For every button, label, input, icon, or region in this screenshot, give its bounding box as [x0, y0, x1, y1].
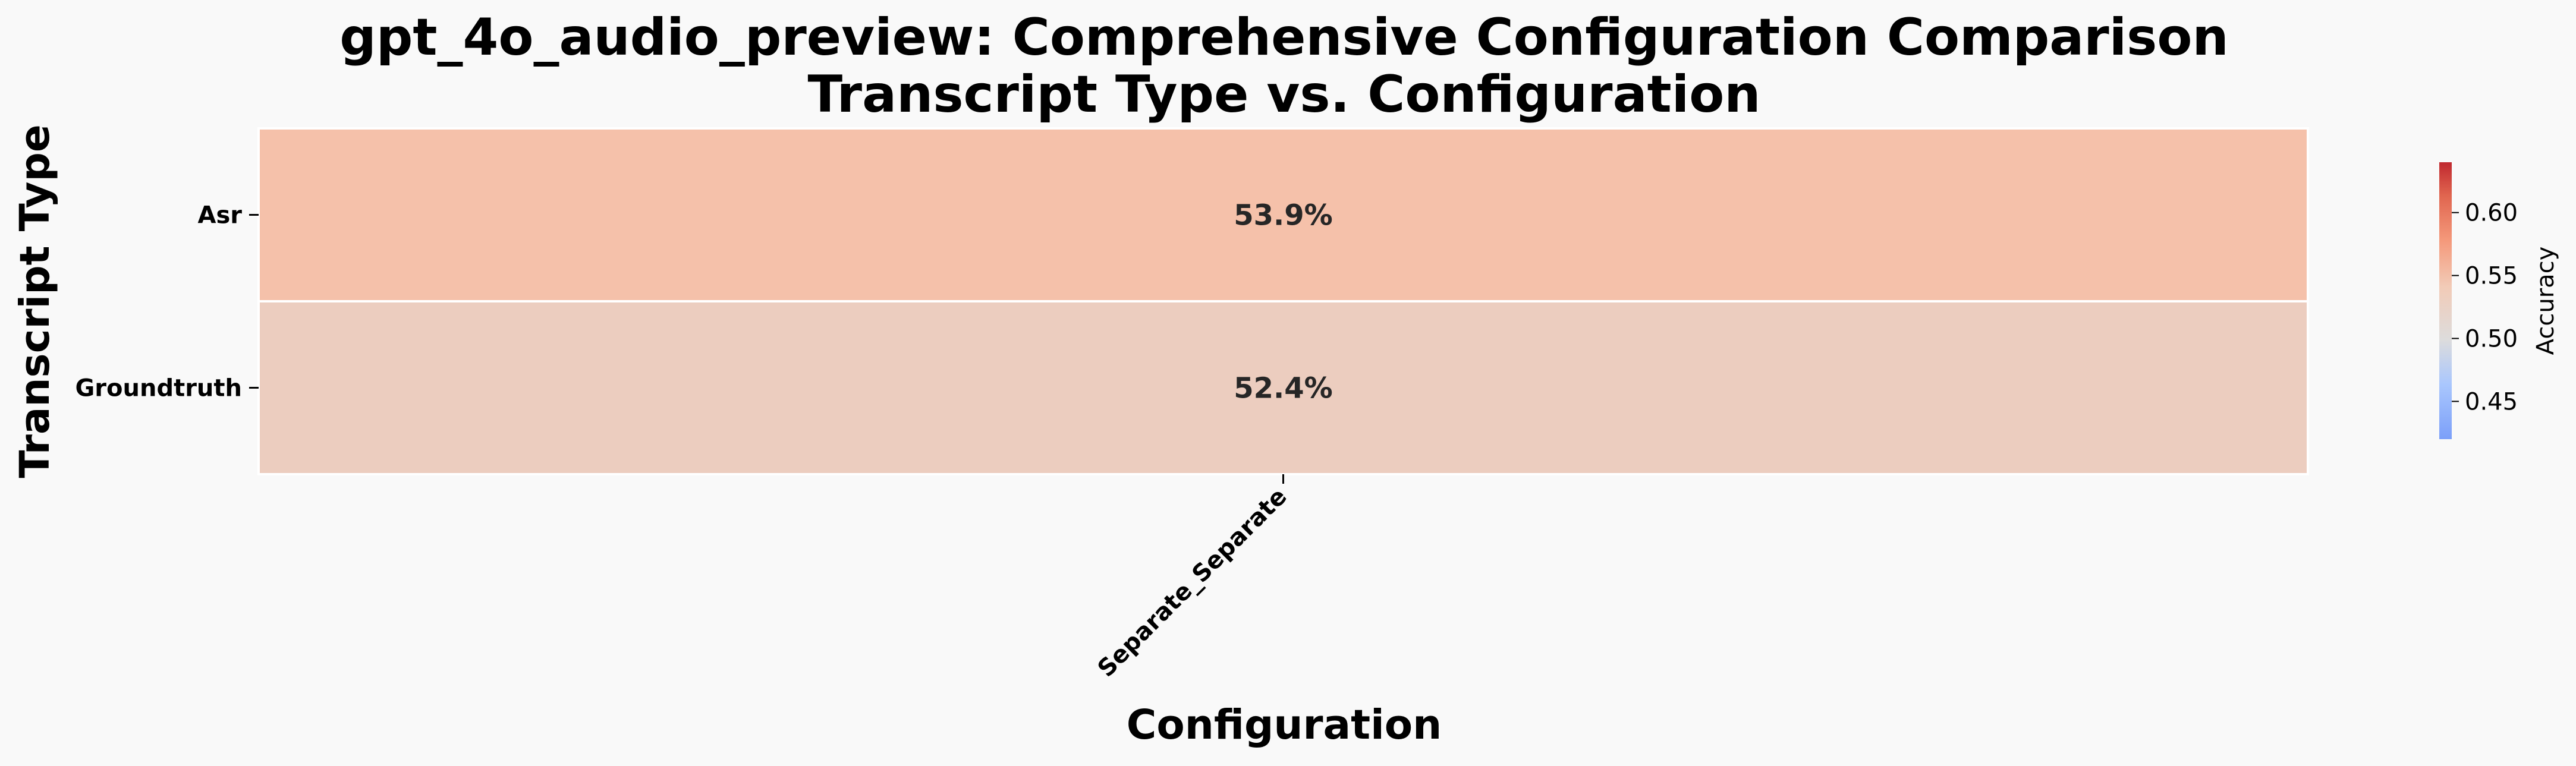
colorbar-tick-label: 0.60: [2465, 200, 2518, 227]
heatmap-cell: [257, 127, 2309, 302]
heatmap-cell: [257, 300, 2309, 475]
cell-value-label: 53.9%: [1234, 199, 1333, 232]
y-tick-label: Groundtruth: [75, 375, 242, 402]
x-tick-label: Separate_Separate: [1093, 483, 1292, 683]
x-axis-label: Configuration: [1127, 701, 1442, 749]
colorbar-ticks: 0.45 0.50 0.55 0.60: [2452, 200, 2518, 415]
colorbar: [2439, 162, 2452, 439]
y-tick-label: Asr: [198, 202, 243, 229]
cell-value-label: 52.4%: [1234, 372, 1333, 405]
colorbar-tick-label: 0.55: [2465, 263, 2518, 290]
y-tick-labels: Asr Groundtruth: [75, 202, 259, 402]
colorbar-tick-label: 0.45: [2465, 388, 2518, 415]
colorbar-label: Accuracy: [2532, 247, 2559, 355]
x-tick-labels: Separate_Separate: [1093, 474, 1292, 682]
chart-title: gpt_4o_audio_preview: Comprehensive Conf…: [339, 8, 2228, 67]
y-axis-label: Transcript Type: [11, 124, 59, 478]
heatmap-cells: 53.9% 52.4%: [257, 127, 2309, 475]
chart-subtitle: Transcript Type vs. Configuration: [807, 65, 1760, 124]
colorbar-tick-label: 0.50: [2465, 326, 2518, 353]
